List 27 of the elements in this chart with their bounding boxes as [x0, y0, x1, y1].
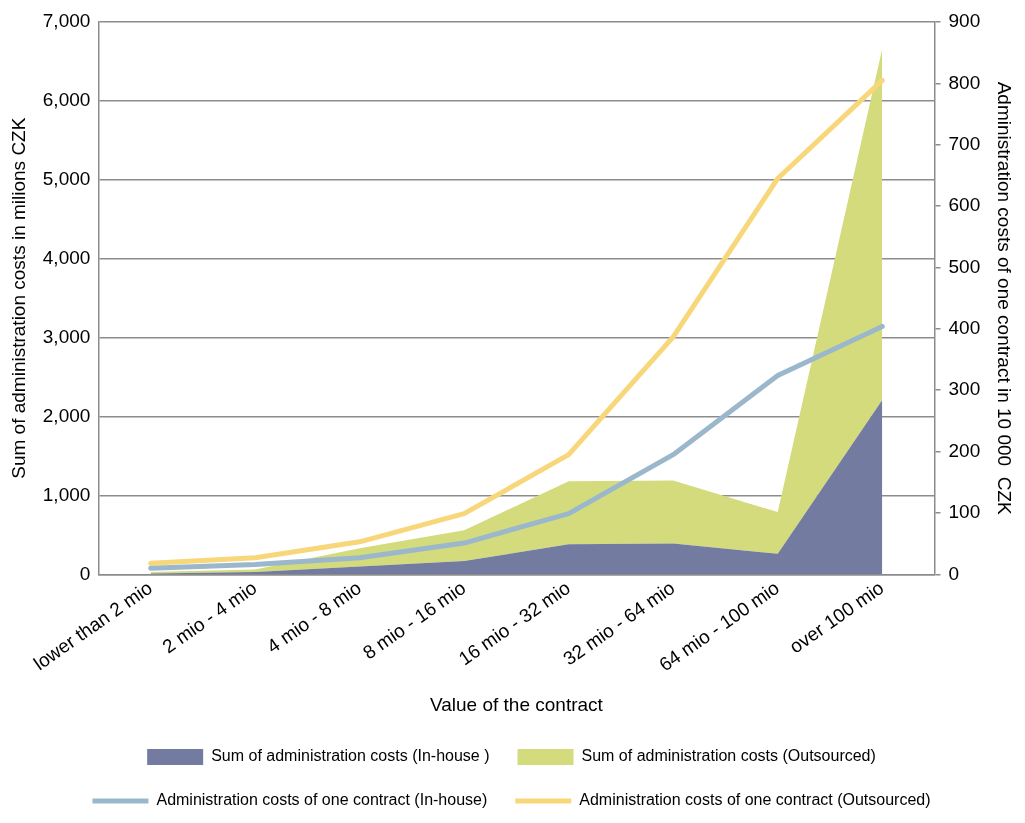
x-tick-label: over 100 mio — [785, 577, 888, 658]
y2-tick-label: 0 — [948, 562, 960, 584]
y-tick-label: 7,000 — [42, 10, 91, 32]
x-axis-title: Value of the contract — [429, 693, 604, 715]
y-tick-label: 0 — [79, 562, 91, 584]
legend-label: Administration costs of one contract (In-house) — [156, 791, 488, 809]
legend-label: Sum of administration costs (Outsourced) — [581, 747, 876, 765]
y2-tick-label: 100 — [948, 501, 981, 523]
y-tick-label: 4,000 — [42, 246, 91, 268]
y-tick-label: 2,000 — [42, 404, 91, 426]
y2-tick-label: 900 — [948, 10, 981, 32]
y2-tick-label: 800 — [948, 71, 981, 93]
legend-label: Sum of administration costs (In-house ) — [211, 747, 490, 765]
x-tick-label: 2 mio - 4 mio — [158, 577, 261, 658]
y-axis-title: Sum of administration costs in milions CZK — [7, 117, 29, 479]
y2-tick-label: 300 — [948, 378, 981, 400]
y2-tick-label: 600 — [948, 194, 981, 216]
y-tick-label: 6,000 — [42, 89, 91, 111]
y2-tick-label: 500 — [948, 255, 981, 277]
y2-axis-title: Administration costs of one contract in 10 000 CZK — [994, 81, 1016, 515]
y2-tick-label: 700 — [948, 132, 981, 154]
y-tick-label: 3,000 — [42, 325, 91, 347]
y-tick-label: 5,000 — [42, 168, 91, 190]
y2-tick-label: 200 — [948, 439, 981, 461]
y2-tick-label: 400 — [948, 317, 981, 339]
y-tick-label: 1,000 — [42, 483, 91, 505]
legend-label: Administration costs of one contract (Outsourced) — [579, 791, 931, 809]
